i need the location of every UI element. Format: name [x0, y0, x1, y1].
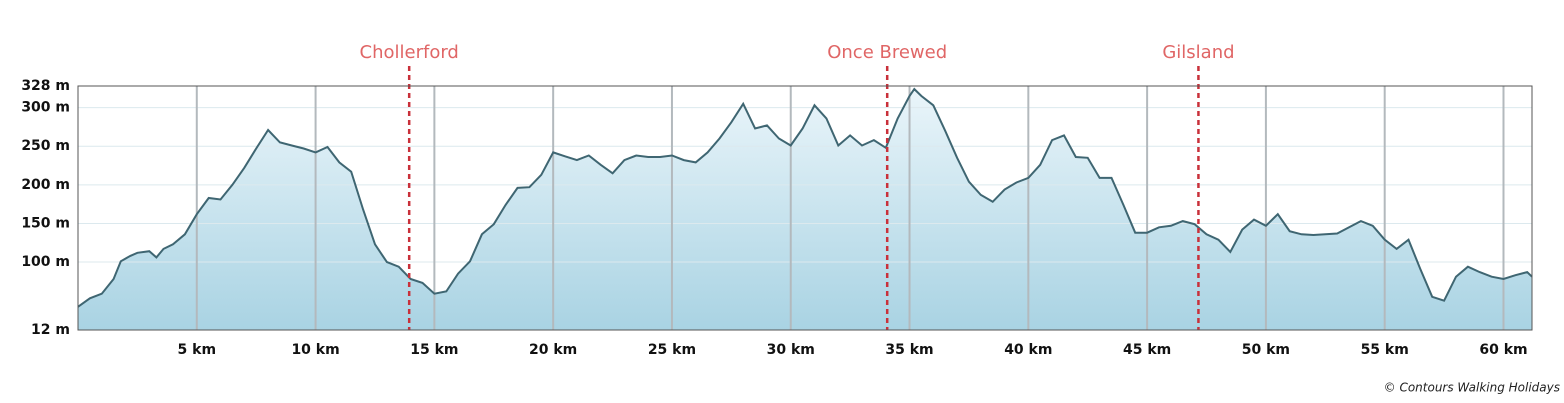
- x-tick-label: 40 km: [1004, 342, 1052, 358]
- x-tick-label: 55 km: [1361, 342, 1409, 358]
- marker-label: Chollerford: [360, 42, 459, 63]
- x-tick-label: 60 km: [1479, 342, 1527, 358]
- marker-label: Once Brewed: [827, 42, 947, 63]
- x-tick-label: 30 km: [767, 342, 815, 358]
- x-tick-label: 45 km: [1123, 342, 1171, 358]
- y-tick-label: 12 m: [31, 322, 70, 338]
- credit: © Contours Walking Holidays: [1384, 381, 1560, 395]
- x-tick-label: 35 km: [885, 342, 933, 358]
- elevation-area: [78, 89, 1532, 330]
- x-tick-label: 10 km: [291, 342, 339, 358]
- x-tick-label: 50 km: [1242, 342, 1290, 358]
- x-tick-label: 15 km: [410, 342, 458, 358]
- x-tick-label: 25 km: [648, 342, 696, 358]
- y-tick-label: 100 m: [21, 254, 70, 270]
- y-tick-label: 250 m: [21, 138, 70, 154]
- elevation-line: [77, 87, 1533, 308]
- y-tick-label: 300 m: [21, 100, 70, 116]
- x-tick-label: 5 km: [178, 342, 217, 358]
- y-tick-label: 200 m: [21, 177, 70, 193]
- marker-label: Gilsland: [1162, 42, 1234, 63]
- plot-frame: [77, 85, 1533, 331]
- y-tick-label: 150 m: [21, 215, 70, 231]
- y-tick-label: 328 m: [21, 78, 70, 94]
- x-tick-label: 20 km: [529, 342, 577, 358]
